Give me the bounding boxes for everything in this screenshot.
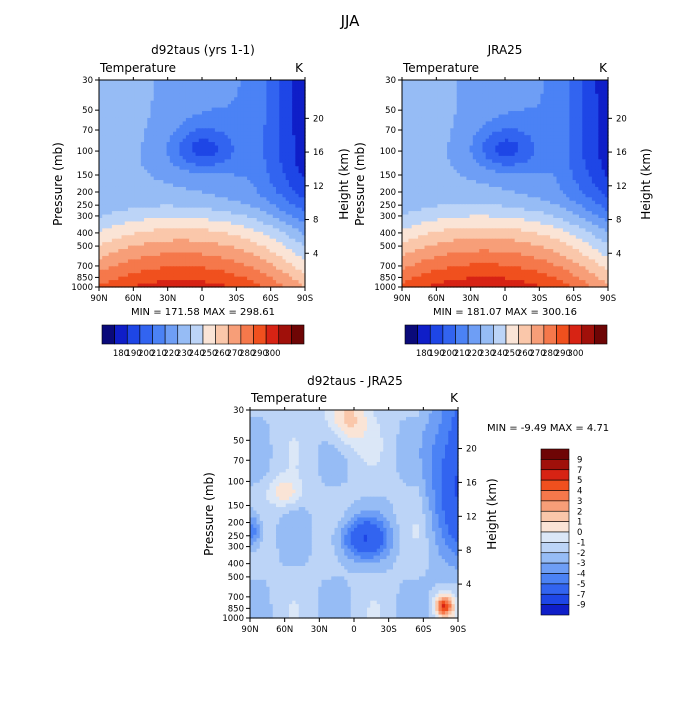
colorbar-swatch xyxy=(127,325,140,344)
pressure-tick-label: 850 xyxy=(77,273,93,283)
colorbar-swatch xyxy=(190,325,203,344)
colorbar-swatch xyxy=(291,325,304,344)
pressure-axis-label: Pressure (mb) xyxy=(51,142,65,226)
latitude-tick-label: 30N xyxy=(159,294,176,304)
latitude-tick-label: 60N xyxy=(125,294,142,304)
colorbar-swatch xyxy=(203,325,216,344)
height-tick-label: 20 xyxy=(313,114,324,124)
height-tick-label: 8 xyxy=(313,216,318,226)
pressure-tick-label: 400 xyxy=(77,229,93,239)
variable-label: Temperature xyxy=(402,61,479,75)
latitude-tick-label: 0 xyxy=(199,294,204,304)
reanalysis-temperature-panel: JRA25 Temperature K Pressure (mb) Height… xyxy=(353,43,653,359)
latitude-tick-label: 90N xyxy=(90,294,107,304)
latitude-tick-label: 90S xyxy=(297,294,313,304)
min-max-stats: MIN = 171.58 MAX = 298.61 xyxy=(131,307,275,318)
height-axis-label: Height (km) xyxy=(639,148,653,219)
variable-label: Temperature xyxy=(99,61,176,75)
panel-title: JRA25 xyxy=(487,43,523,57)
model-temperature-panel: d92taus (yrs 1-1) Temperature K Pressure… xyxy=(51,43,351,359)
colorbar-swatch xyxy=(241,325,254,344)
panel-title: d92taus (yrs 1-1) xyxy=(151,43,255,57)
colorbar-swatch xyxy=(228,325,241,344)
colorbar-swatch xyxy=(140,325,153,344)
latitude-tick-label: 30S xyxy=(228,294,244,304)
height-tick-label: 16 xyxy=(313,148,324,158)
pressure-tick-label: 250 xyxy=(77,201,93,211)
colorbar-swatch xyxy=(216,325,229,344)
colorbar-swatch xyxy=(153,325,166,344)
latitude-tick-label: 60S xyxy=(263,294,279,304)
pressure-axis-label: Pressure (mb) xyxy=(353,142,367,226)
pressure-tick-label: 50 xyxy=(82,106,93,116)
units-label: K xyxy=(599,61,608,75)
page-title: JJA xyxy=(340,12,361,30)
colorbar-swatch xyxy=(254,325,267,344)
pressure-tick-label: 30 xyxy=(82,76,93,86)
pressure-tick-label: 700 xyxy=(77,262,93,272)
pressure-tick-label: 70 xyxy=(82,126,93,136)
colorbar-swatch xyxy=(266,325,279,344)
contour-plot xyxy=(402,80,609,288)
height-axis-label: Height (km) xyxy=(337,148,351,219)
colorbar-swatch xyxy=(115,325,128,344)
units-label: K xyxy=(295,61,304,75)
pressure-tick-label: 300 xyxy=(77,212,93,222)
colorbar-swatch xyxy=(165,325,178,344)
pressure-tick-label: 100 xyxy=(77,147,93,157)
colorbar-label: 300 xyxy=(264,349,280,359)
height-tick-label: 12 xyxy=(313,182,324,192)
contour-plot xyxy=(99,80,306,288)
height-tick-label: 4 xyxy=(313,249,318,259)
colorbar-swatch xyxy=(279,325,292,344)
colorbar-swatch xyxy=(102,325,115,344)
pressure-tick-label: 500 xyxy=(77,242,93,252)
colorbar-swatch xyxy=(178,325,191,344)
pressure-tick-label: 150 xyxy=(77,171,93,181)
pressure-tick-label: 200 xyxy=(77,188,93,198)
pressure-tick-label: 1000 xyxy=(71,283,93,293)
